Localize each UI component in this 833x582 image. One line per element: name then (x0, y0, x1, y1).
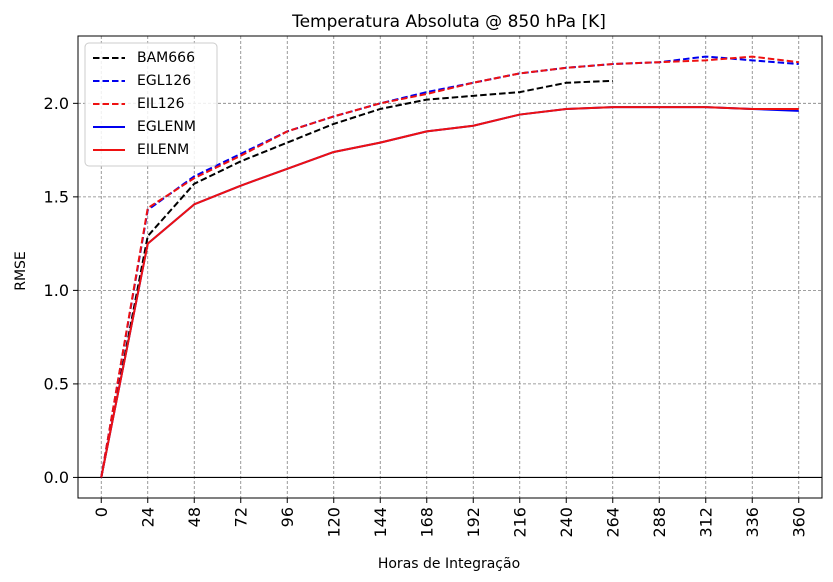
legend-label: EIL126 (137, 96, 185, 112)
x-tick-label: 120 (324, 507, 343, 538)
x-tick-label: 96 (278, 507, 297, 527)
legend-label: EGL126 (137, 73, 191, 89)
y-tick-label: 0.0 (44, 468, 69, 487)
x-tick-label: 168 (417, 507, 436, 538)
legend: BAM666 EGL126 EIL126 EGLENM EILENM (84, 42, 218, 167)
x-tick-label: 336 (743, 507, 762, 538)
x-tick-label: 192 (464, 507, 483, 538)
legend-box (84, 42, 218, 167)
legend-label: EILENM (137, 142, 189, 158)
x-tick-label: 0 (92, 507, 111, 517)
x-tick-label: 48 (185, 507, 204, 527)
x-tick-label: 288 (650, 507, 669, 538)
tick-layer: 0 24 48 72 96 120 144 168 192 216 240 264 288 312 336 3… (44, 94, 809, 538)
x-tick-label: 312 (696, 507, 715, 538)
y-tick-label: 0.5 (44, 374, 69, 393)
x-tick-label: 24 (138, 507, 157, 527)
y-tick-label: 2.0 (44, 94, 69, 113)
series-layer (100, 55, 799, 478)
series-line-eilenm (100, 106, 799, 478)
y-tick-label: 1.5 (44, 187, 69, 206)
x-tick-label: 240 (557, 507, 576, 538)
y-tick-label: 1.0 (44, 281, 69, 300)
y-axis-label: RMSE (13, 251, 29, 291)
x-tick-label: 216 (510, 507, 529, 538)
x-tick-label: 144 (371, 507, 390, 538)
chart-title: Temperatura Absoluta @ 850 hPa [K] (291, 12, 606, 32)
series-line-eil126 (100, 55, 799, 478)
series-line-bam666 (100, 79, 613, 478)
x-tick-label: 264 (603, 507, 622, 538)
legend-label: EGLENM (137, 119, 196, 135)
x-axis-label: Horas de Integração (378, 556, 520, 572)
plot-frame (77, 35, 823, 499)
x-tick-label: 360 (789, 507, 808, 538)
x-tick-label: 72 (231, 507, 250, 527)
legend-label: BAM666 (137, 50, 195, 66)
